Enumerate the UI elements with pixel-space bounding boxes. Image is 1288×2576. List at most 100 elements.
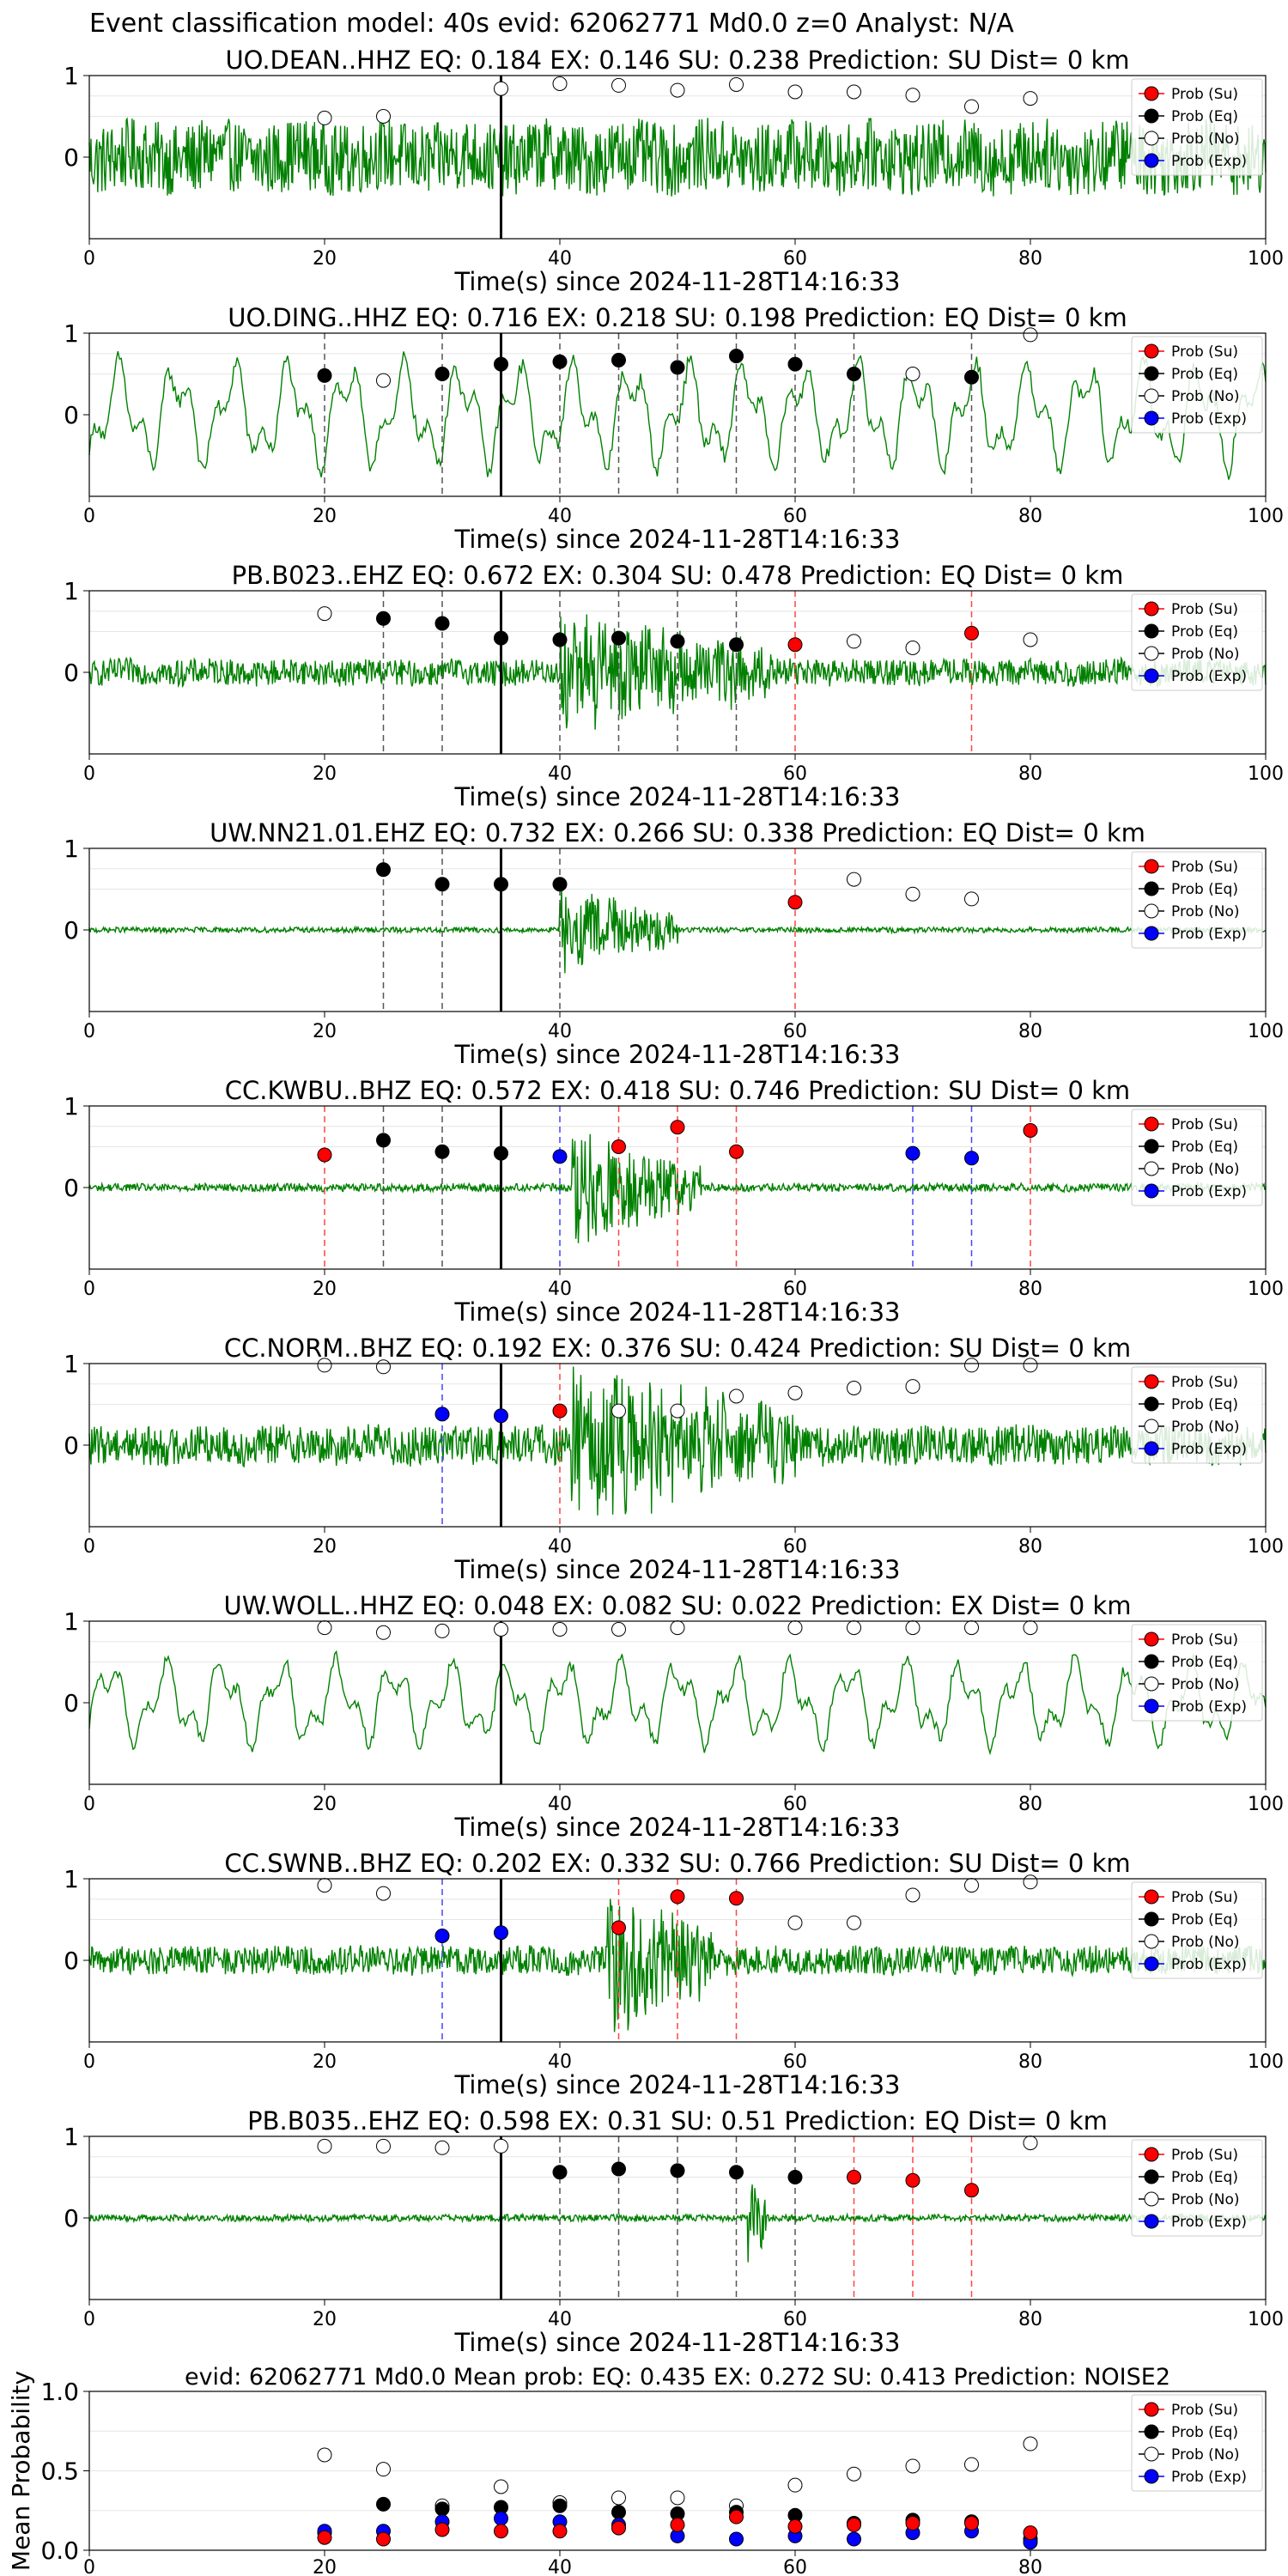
prob-marker-no [847, 872, 861, 887]
x-tick-label: 60 [783, 2309, 807, 2330]
legend-box [1131, 851, 1263, 949]
panel-title: UO.DING..HHZ EQ: 0.716 EX: 0.218 SU: 0.1… [228, 303, 1127, 332]
x-tick-label: 40 [548, 1794, 572, 1815]
x-tick-label: 0 [83, 248, 95, 270]
mean-prob-marker-su [847, 2517, 861, 2532]
legend-marker [1144, 2147, 1159, 2162]
prob-marker-no [494, 2138, 508, 2154]
legend-marker [1144, 2169, 1159, 2184]
legend-label: Prob (Eq) [1171, 1396, 1238, 1413]
legend-label: Prob (No) [1171, 1934, 1240, 1951]
prob-marker-no [552, 76, 568, 91]
legend-marker [1144, 1911, 1159, 1927]
mean-prob-marker-su [494, 2524, 508, 2539]
y-tick-label: 0.0 [40, 2537, 79, 2565]
legend-box [1131, 1109, 1263, 1206]
y-tick-label: 1 [64, 835, 79, 863]
prob-marker-eq [434, 616, 450, 631]
panel-title: evid: 62062771 Md0.0 Mean prob: EQ: 0.43… [185, 2364, 1170, 2391]
x-tick-label: 100 [1248, 763, 1284, 785]
prob-marker-no [317, 110, 332, 125]
x-axis-label: Time(s) since 2024-11-28T14:16:33 [454, 267, 901, 296]
legend-marker [1144, 2446, 1159, 2462]
legend-marker [1144, 1934, 1159, 1949]
x-tick-label: 60 [783, 248, 807, 270]
prob-marker-no [376, 1886, 391, 1901]
legend-marker [1144, 1654, 1159, 1669]
legend-label: Prob (No) [1171, 388, 1240, 405]
legend-label: Prob (Su) [1171, 1631, 1238, 1649]
legend-label: Prob (Eq) [1171, 623, 1238, 641]
x-tick-label: 40 [548, 1279, 572, 1300]
legend-marker [1144, 366, 1159, 381]
mean-prob-marker-su [729, 2509, 744, 2524]
x-tick-label: 20 [313, 506, 337, 527]
legend-label: Prob (Su) [1171, 1889, 1238, 1906]
x-tick-label: 80 [1018, 2309, 1042, 2330]
x-tick-label: 0 [83, 1794, 95, 1815]
mean-prob-marker-no [494, 2479, 508, 2494]
legend-marker [1144, 646, 1159, 661]
mean-prob-marker-su [434, 2522, 450, 2537]
y-tick-label: 0 [64, 1947, 79, 1975]
legend-box [1131, 593, 1263, 691]
panel-title: UO.DEAN..HHZ EQ: 0.184 EX: 0.146 SU: 0.2… [225, 46, 1129, 75]
x-tick-label: 60 [783, 1794, 807, 1815]
legend-marker [1144, 2191, 1159, 2207]
panel-title: CC.NORM..BHZ EQ: 0.192 EX: 0.376 SU: 0.4… [224, 1334, 1131, 1363]
legend-marker [1144, 2402, 1159, 2417]
prob-marker-eq [376, 611, 391, 626]
legend-marker [1144, 2424, 1159, 2439]
legend-marker [1144, 343, 1159, 359]
prob-marker-no [552, 1622, 568, 1637]
mean-prob-marker-su [964, 2516, 979, 2531]
station-panel-3: PB.B023..EHZ EQ: 0.672 EX: 0.304 SU: 0.4… [64, 561, 1284, 811]
legend-label: Prob (Exp) [1171, 2469, 1247, 2486]
mean-prob-marker-exp [847, 2531, 861, 2547]
legend-marker [1144, 926, 1159, 941]
prob-marker-no [376, 1359, 391, 1375]
mean-prob-marker-no [670, 2490, 685, 2506]
x-tick-label: 20 [313, 2309, 337, 2330]
legend-label: Prob (Exp) [1171, 926, 1247, 943]
x-tick-label: 80 [1018, 763, 1042, 785]
prob-marker-no [847, 1620, 861, 1636]
x-tick-label: 40 [548, 506, 572, 527]
station-panel-4: UW.NN21.01.EHZ EQ: 0.732 EX: 0.266 SU: 0… [64, 818, 1284, 1069]
legend-box [1131, 2139, 1263, 2237]
summary-panel: evid: 62062771 Md0.0 Mean prob: EQ: 0.43… [7, 2364, 1267, 2576]
legend-label: Prob (Su) [1171, 86, 1238, 103]
x-tick-label: 20 [313, 1021, 337, 1042]
prob-marker-su [670, 1120, 685, 1135]
y-tick-label: 0 [64, 401, 79, 429]
prob-marker-no [1023, 1874, 1038, 1890]
x-tick-label: 0 [83, 2557, 95, 2576]
y-tick-label: 1 [64, 1607, 79, 1636]
prob-marker-no [964, 891, 979, 907]
prob-marker-eq [494, 1145, 508, 1161]
legend-marker [1144, 1631, 1159, 1647]
legend-label: Prob (No) [1171, 1161, 1240, 1178]
prob-marker-no [1023, 632, 1038, 647]
legend-label: Prob (No) [1171, 2191, 1240, 2208]
mean-prob-marker-su [611, 2520, 626, 2536]
prob-marker-su [1023, 1123, 1038, 1138]
prob-marker-no [494, 81, 508, 96]
legend-marker [1144, 388, 1159, 404]
y-tick-label: 1 [64, 2123, 79, 2151]
legend-label: Prob (Su) [1171, 2147, 1238, 2164]
prob-marker-no [670, 82, 685, 98]
x-tick-label: 0 [83, 1021, 95, 1042]
y-tick-label: 0 [64, 1431, 79, 1460]
x-axis-label: Time(s) since 2024-11-28T14:16:33 [454, 1813, 901, 1842]
prob-marker-su [611, 1920, 626, 1935]
legend-box [1131, 1881, 1263, 1979]
legend-marker [1144, 1183, 1159, 1199]
legend-marker [1144, 410, 1159, 426]
mean-prob-marker-exp [494, 2511, 508, 2526]
legend-marker [1144, 1161, 1159, 1176]
mean-prob-marker-eq [552, 2498, 568, 2513]
prob-marker-no [787, 84, 803, 100]
